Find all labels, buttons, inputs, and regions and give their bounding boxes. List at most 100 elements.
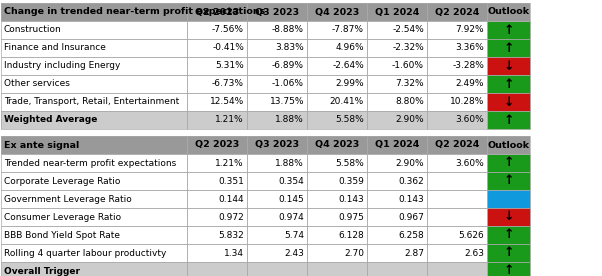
Bar (307, 111, 367, 129)
Bar (1, 154, 187, 172)
Bar (1, 262, 187, 276)
Bar (307, 39, 367, 57)
Bar (247, 3, 307, 21)
Bar (487, 244, 530, 262)
Text: ↑: ↑ (503, 156, 514, 169)
Bar (247, 226, 307, 244)
Text: Other services: Other services (4, 79, 70, 89)
Bar (427, 57, 487, 75)
Bar (487, 21, 530, 39)
Text: 4.96%: 4.96% (335, 44, 364, 52)
Text: 12.54%: 12.54% (209, 97, 244, 107)
Bar (307, 57, 367, 75)
Bar (1, 3, 187, 21)
Bar (367, 208, 427, 226)
Bar (1, 244, 187, 262)
Bar (427, 3, 487, 21)
Text: 3.60%: 3.60% (455, 115, 484, 124)
Text: 7.92%: 7.92% (455, 25, 484, 34)
Bar (307, 75, 367, 93)
Bar (427, 21, 487, 39)
Bar (247, 172, 307, 190)
Bar (307, 21, 367, 39)
Bar (427, 208, 487, 226)
Bar (307, 154, 367, 172)
Bar (427, 172, 487, 190)
Text: ↑: ↑ (503, 78, 514, 91)
Text: 10.28%: 10.28% (450, 97, 484, 107)
Bar (247, 57, 307, 75)
Bar (367, 154, 427, 172)
Text: ↑: ↑ (503, 41, 514, 54)
Bar (187, 21, 247, 39)
Bar (187, 75, 247, 93)
Text: -3.28%: -3.28% (452, 62, 484, 70)
Bar (187, 226, 247, 244)
Bar (247, 136, 307, 154)
Text: Construction: Construction (4, 25, 62, 34)
Bar (367, 57, 427, 75)
Bar (187, 57, 247, 75)
Bar (187, 136, 247, 154)
Text: -1.06%: -1.06% (272, 79, 304, 89)
Text: Outlook: Outlook (488, 7, 530, 17)
Bar (187, 262, 247, 276)
Text: 8.80%: 8.80% (396, 97, 424, 107)
Bar (427, 190, 487, 208)
Text: 3.36%: 3.36% (455, 44, 484, 52)
Bar (367, 39, 427, 57)
Bar (367, 190, 427, 208)
Text: Q1 2024: Q1 2024 (375, 7, 419, 17)
Text: ↓: ↓ (503, 60, 514, 73)
Text: Overall Trigger: Overall Trigger (4, 267, 80, 275)
Bar (187, 244, 247, 262)
Bar (1, 226, 187, 244)
Bar (427, 93, 487, 111)
Text: 1.34: 1.34 (224, 248, 244, 258)
Bar (247, 57, 307, 75)
Bar (307, 57, 367, 75)
Bar (307, 111, 367, 129)
Bar (427, 154, 487, 172)
Text: 0.359: 0.359 (338, 176, 364, 185)
Text: 0.354: 0.354 (278, 176, 304, 185)
Bar (247, 75, 307, 93)
Bar (367, 21, 427, 39)
Bar (427, 154, 487, 172)
Bar (367, 39, 427, 57)
Text: 7.32%: 7.32% (396, 79, 424, 89)
Bar (487, 111, 530, 129)
Bar (1, 226, 187, 244)
Bar (247, 111, 307, 129)
Bar (247, 190, 307, 208)
Bar (247, 136, 307, 154)
Text: -8.88%: -8.88% (272, 25, 304, 34)
Bar (307, 93, 367, 111)
Bar (247, 208, 307, 226)
Text: 5.74: 5.74 (284, 230, 304, 240)
Bar (487, 3, 530, 21)
Bar (427, 172, 487, 190)
Bar (1, 75, 187, 93)
Bar (1, 21, 187, 39)
Bar (427, 93, 487, 111)
Bar (187, 39, 247, 57)
Text: 2.43: 2.43 (284, 248, 304, 258)
Bar (367, 208, 427, 226)
Text: ↓: ↓ (503, 211, 514, 224)
Bar (1, 39, 187, 57)
Bar (187, 111, 247, 129)
Bar (187, 93, 247, 111)
Text: 6.258: 6.258 (399, 230, 424, 240)
Bar (307, 75, 367, 93)
Text: -6.73%: -6.73% (212, 79, 244, 89)
Bar (1, 172, 187, 190)
Bar (487, 136, 530, 154)
Bar (247, 244, 307, 262)
Bar (487, 3, 530, 21)
Bar (247, 154, 307, 172)
Text: Government Leverage Ratio: Government Leverage Ratio (4, 195, 132, 203)
Bar (427, 39, 487, 57)
Text: 5.58%: 5.58% (335, 115, 364, 124)
Text: -2.54%: -2.54% (393, 25, 424, 34)
